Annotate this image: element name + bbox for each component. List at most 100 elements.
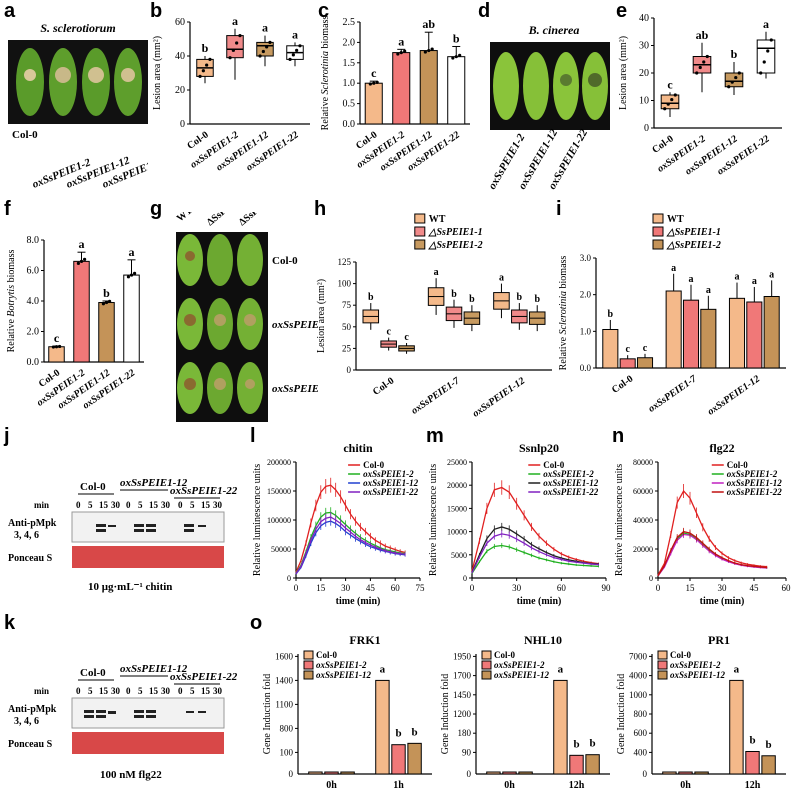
n-ytick-label: 60000 bbox=[633, 487, 653, 496]
n-series-line bbox=[657, 533, 767, 577]
panel-g-col-1: WT bbox=[175, 212, 195, 224]
e-point bbox=[730, 80, 734, 84]
e-point bbox=[766, 49, 770, 53]
o3-bar bbox=[729, 679, 744, 775]
m-series-line bbox=[471, 544, 599, 574]
svg-text:30: 30 bbox=[111, 686, 121, 696]
c-ytick-label: 2.5 bbox=[343, 17, 356, 28]
panel-j-blot: Col-0 oxSsPEIE1-12 oxSsPEIE1-22 min 0 5 15… bbox=[8, 477, 238, 593]
b-ytick-label: 40 bbox=[175, 51, 185, 62]
c-bar bbox=[392, 52, 411, 125]
c-letter: c bbox=[371, 66, 377, 80]
panel-k-row2: Ponceau S bbox=[8, 739, 53, 750]
panel-d-photo: B. cinerea oxSsPEIE1-2 oxSsPEIE1-12 oxSs… bbox=[486, 23, 610, 192]
m-ytick-label: 5000 bbox=[451, 551, 467, 560]
i-bar bbox=[665, 290, 682, 369]
b-box bbox=[256, 41, 274, 57]
b-point bbox=[198, 74, 202, 78]
i-ytick-label: 2.0 bbox=[580, 290, 592, 300]
l-xlabel: time (min) bbox=[336, 596, 381, 607]
c-point bbox=[372, 81, 376, 85]
e-point bbox=[769, 38, 773, 42]
panel-g-row-1: Col-0 bbox=[272, 255, 298, 267]
h-ytick-label: 0 bbox=[347, 365, 352, 375]
o2-ytick-label: 1450 bbox=[453, 690, 472, 700]
h-xtick-label: oxSsPEIE1-12 bbox=[471, 375, 527, 419]
i-letter: b bbox=[608, 309, 614, 320]
f-letter: a bbox=[129, 245, 135, 259]
panel-letter-i: i bbox=[556, 198, 562, 220]
o1-xtick-label: 0h bbox=[326, 780, 337, 791]
o3-ytick-label: 400 bbox=[634, 747, 648, 757]
o1-legend-swatch bbox=[303, 670, 314, 680]
o2-xtick-label: 12h bbox=[569, 780, 585, 791]
svg-text:30: 30 bbox=[111, 500, 121, 510]
svg-text:30: 30 bbox=[213, 686, 223, 696]
h-letter: c bbox=[404, 332, 409, 343]
f-point bbox=[54, 345, 59, 349]
i-legend-swatch bbox=[652, 213, 664, 224]
i-ylabel: Relative Sclerotinia biomass bbox=[558, 256, 569, 371]
h-letter: c bbox=[386, 327, 391, 338]
panel-letter-a: a bbox=[4, 0, 16, 22]
m-ylabel: Relative luminescence units bbox=[428, 464, 439, 576]
e-point bbox=[705, 54, 709, 59]
o2-ytick-label: 1700 bbox=[453, 671, 472, 681]
f-bar bbox=[98, 302, 115, 363]
b-point bbox=[238, 34, 242, 38]
i-ytick-label: 3.0 bbox=[580, 253, 592, 263]
b-point bbox=[201, 69, 205, 73]
o2-legend-label: oxSsPEIE1-2 bbox=[494, 660, 545, 670]
o2-legend-swatch bbox=[481, 660, 492, 670]
f-point bbox=[133, 271, 137, 275]
h-legend-swatch bbox=[414, 213, 426, 224]
b-point bbox=[261, 49, 265, 54]
c-point bbox=[368, 82, 372, 86]
svg-text:5: 5 bbox=[88, 686, 93, 696]
e-ytick-label: 10 bbox=[639, 96, 649, 107]
e-letter: b bbox=[731, 47, 738, 61]
o3-ytick-label: 0 bbox=[643, 769, 648, 779]
e-point bbox=[663, 107, 667, 111]
o1-bar bbox=[324, 771, 339, 775]
leaf-shapes bbox=[16, 48, 142, 116]
e-point bbox=[737, 71, 741, 75]
h-letter: b bbox=[451, 289, 457, 300]
o1-ytick-label: 1100 bbox=[275, 699, 293, 709]
e-point bbox=[702, 60, 706, 64]
e-letter: ab bbox=[696, 28, 709, 42]
o2-bar bbox=[585, 754, 600, 775]
svg-text:15: 15 bbox=[99, 500, 109, 510]
m-ytick-label: 20000 bbox=[447, 481, 467, 490]
panel-k-treatment: 100 nM flg22 bbox=[100, 769, 162, 781]
o2-bar bbox=[569, 754, 584, 775]
panel-j-row1: Anti-pMpk bbox=[8, 518, 57, 529]
panel-a-title: S. sclerotiorum bbox=[40, 21, 115, 35]
o3-legend-label: oxSsPEIE1-12 bbox=[670, 670, 726, 680]
i-letter: c bbox=[643, 343, 648, 354]
o3-bar bbox=[745, 750, 760, 775]
e-ytick-label: 40 bbox=[639, 14, 649, 24]
o2-xtick-label: 0h bbox=[504, 780, 515, 791]
e-point bbox=[734, 75, 738, 80]
n-series-line bbox=[657, 530, 767, 577]
b-letter: a bbox=[292, 27, 298, 41]
i-bar bbox=[602, 329, 619, 369]
c-ytick-label: 0.0 bbox=[343, 119, 356, 130]
panel-letter-j: j bbox=[4, 425, 10, 447]
panel-g-row-2: oxSsPEIE1-7 bbox=[272, 319, 318, 331]
i-letter: a bbox=[734, 272, 739, 283]
b-point bbox=[228, 56, 232, 60]
e-box bbox=[756, 39, 776, 74]
l-legend-label: oxSsPEIE1-22 bbox=[363, 487, 419, 497]
i-xtick-label: Col-0 bbox=[610, 373, 635, 395]
m-series-line bbox=[471, 533, 599, 574]
panel-j-row2: Ponceau S bbox=[8, 553, 53, 564]
o2-ytick-label: 90 bbox=[462, 747, 472, 757]
panel-j-times: 0 5 15 30 0 5 15 30 0 5 15 30 bbox=[76, 500, 223, 510]
panel-k-row1: Anti-pMpk bbox=[8, 704, 57, 715]
f-ytick-label: 2.0 bbox=[27, 327, 40, 338]
o2-letter: a bbox=[558, 663, 564, 675]
panel-k-times: 0 5 15 30 0 5 15 30 0 5 15 30 bbox=[76, 686, 223, 696]
